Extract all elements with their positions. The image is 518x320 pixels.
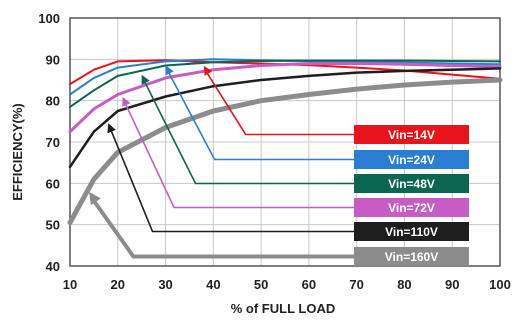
legend-swatch bbox=[354, 198, 469, 217]
legend-arrowhead bbox=[141, 74, 150, 85]
legend-arrowhead bbox=[203, 65, 213, 76]
legend-label: Vin=110V bbox=[385, 225, 438, 239]
series-line-vin-14v bbox=[69, 59, 501, 86]
series-line-vin-48v bbox=[69, 59, 501, 108]
x-tick-label: 20 bbox=[111, 277, 125, 292]
x-tick-label: 80 bbox=[397, 277, 411, 292]
x-axis-label: % of FULL LOAD bbox=[231, 301, 335, 316]
legend-swatch bbox=[354, 247, 469, 266]
y-axis-label: EFFICIENCY(%) bbox=[10, 103, 25, 201]
legend-swatch bbox=[354, 222, 469, 241]
series-lines bbox=[67, 58, 503, 226]
legend-label: Vin=24V bbox=[388, 153, 435, 167]
y-tick-label: 50 bbox=[46, 218, 60, 233]
y-tick-label: 70 bbox=[46, 135, 60, 150]
legend-leader-line bbox=[142, 79, 354, 185]
legend-label: Vin=14V bbox=[388, 128, 435, 142]
y-tick-label: 90 bbox=[46, 52, 60, 67]
x-tick-label: 70 bbox=[349, 277, 363, 292]
y-tick-label: 60 bbox=[46, 176, 60, 191]
legend-swatch bbox=[354, 125, 469, 144]
legend-label: Vin=48V bbox=[388, 177, 435, 191]
legend-leader-line bbox=[109, 127, 354, 233]
legend-leader-line bbox=[166, 70, 354, 161]
legend-arrowhead bbox=[107, 123, 116, 134]
legend-swatch bbox=[354, 150, 469, 169]
axes bbox=[69, 17, 501, 267]
legend-pointers bbox=[89, 65, 354, 259]
x-tick-label: 10 bbox=[63, 277, 77, 292]
x-tick-label: 30 bbox=[158, 277, 172, 292]
series-line-vin-72v bbox=[68, 62, 502, 134]
series-line-vin-160v bbox=[67, 77, 503, 226]
x-tick-label: 100 bbox=[489, 277, 511, 292]
legend-leader-line bbox=[123, 101, 354, 209]
y-tick-label: 100 bbox=[38, 11, 60, 26]
plot-frame bbox=[69, 17, 501, 267]
legend-label: Vin=72V bbox=[388, 201, 435, 215]
legend-swatch bbox=[354, 174, 469, 193]
series-line-vin-110v bbox=[68, 67, 502, 169]
y-tick-label: 80 bbox=[46, 94, 60, 109]
x-tick-label: 40 bbox=[206, 277, 220, 292]
legend-arrowhead bbox=[89, 191, 101, 206]
legend-arrowhead bbox=[122, 96, 131, 107]
legend-leader-line bbox=[89, 195, 354, 259]
legend: Vin=14V Vin=24V Vin=48V Vin=72V Vin=110V Vin=… bbox=[354, 125, 469, 266]
x-tick-label: 50 bbox=[254, 277, 268, 292]
legend-leader-line bbox=[205, 70, 354, 136]
legend-arrowhead bbox=[165, 65, 174, 76]
y-tick-label: 40 bbox=[46, 259, 60, 274]
tick-labels: 10 20 30 40 50 60 70 80 90 100 40 50 60 70 80 90 100 bbox=[38, 11, 511, 292]
x-tick-label: 60 bbox=[302, 277, 316, 292]
x-tick-label: 90 bbox=[445, 277, 459, 292]
legend-label: Vin=160V bbox=[385, 250, 438, 264]
